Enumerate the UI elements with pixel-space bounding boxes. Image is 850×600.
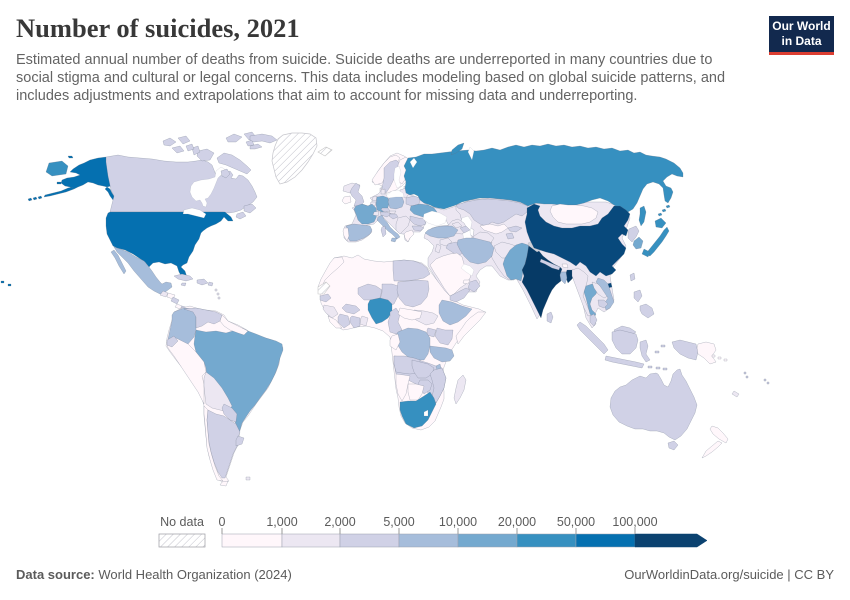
svg-text:50,000: 50,000 <box>557 515 595 529</box>
svg-text:5,000: 5,000 <box>383 515 414 529</box>
svg-text:100,000: 100,000 <box>612 515 657 529</box>
svg-text:1,000: 1,000 <box>266 515 297 529</box>
svg-text:2,000: 2,000 <box>324 515 355 529</box>
svg-text:0: 0 <box>219 515 226 529</box>
svg-text:10,000: 10,000 <box>439 515 477 529</box>
svg-text:No data: No data <box>160 515 204 529</box>
svg-text:20,000: 20,000 <box>498 515 536 529</box>
